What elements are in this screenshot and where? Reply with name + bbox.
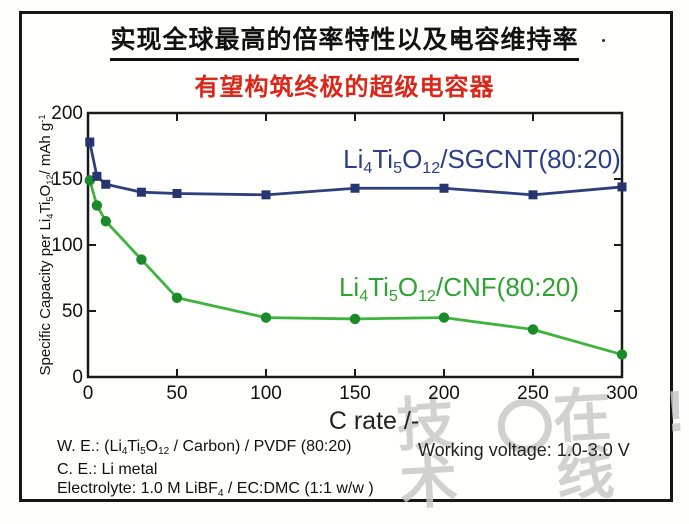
data-point-square: [350, 183, 360, 193]
x-tick-label: 50: [166, 383, 187, 404]
data-point-circle: [136, 254, 147, 265]
y-tick-label: 0: [72, 367, 83, 388]
data-point-circle: [100, 216, 112, 227]
cell-conditions-block: W. E.: (Li4Ti5O12 / Carbon) / PVDF (80:2…: [57, 438, 374, 503]
x-tick-label: 200: [428, 383, 460, 404]
x-tick-label: 300: [606, 383, 638, 404]
data-point-circle: [616, 349, 628, 360]
electrolyte-line: Electrolyte: 1.0 M LiBF4 / EC:DMC (1:1 w…: [57, 479, 374, 499]
data-point-square: [172, 189, 182, 199]
working-electrode-line: W. E.: (Li4Ti5O12 / Carbon) / PVDF (80:2…: [57, 438, 352, 457]
title-line2: 有望构筑终极的超级电容器: [194, 74, 495, 101]
y-tick-label: 150: [51, 169, 83, 190]
scan-artifact-dot: [455, 37, 459, 41]
series-label-sgcnt: Li4Ti5O12/SGCNT(80:20): [343, 144, 621, 177]
data-point-square: [617, 182, 627, 192]
x-axis-label: C rate /-: [328, 407, 420, 435]
data-point-square: [136, 187, 146, 197]
data-point-square: [439, 183, 449, 193]
data-point-square: [261, 190, 271, 200]
slide-border-frame: [19, 11, 673, 502]
data-point-circle: [171, 292, 183, 303]
x-tick-label: 0: [83, 383, 94, 404]
data-point-circle: [91, 200, 103, 211]
data-point-circle: [527, 324, 539, 335]
data-point-circle: [349, 313, 361, 325]
slide-header: 实现全球最高的倍率特性以及电容维持率 有望构筑终极的超级电容器: [0, 20, 689, 102]
x-tick-label: 100: [250, 383, 282, 404]
data-point-circle: [84, 175, 95, 186]
data-point-circle: [260, 312, 272, 323]
series-line-cnf: [88, 179, 623, 356]
data-point-square: [101, 179, 111, 189]
data-point-square: [85, 137, 95, 147]
working-voltage-note: Working voltage: 1.0-3.0 V: [418, 440, 630, 460]
y-tick-label: 200: [51, 103, 83, 124]
counter-electrode-line: C. E.: Li metal: [57, 461, 158, 479]
x-tick-label: 250: [517, 383, 549, 404]
y-tick-label: 50: [62, 301, 83, 322]
scan-artifact-dot: [602, 39, 605, 42]
series-label-cnf: Li4Ti5O12/CNF(80:20): [338, 272, 580, 305]
data-point-square: [92, 171, 102, 181]
title-line1: 实现全球最高的倍率特性以及电容维持率: [110, 20, 579, 61]
data-point-circle: [438, 312, 450, 323]
data-point-square: [528, 190, 538, 200]
x-tick-label: 150: [339, 383, 371, 404]
y-axis-label: Specific Capacity per Li4Ti5O12/ mAh g-1: [37, 114, 55, 376]
y-tick-label: 100: [51, 235, 83, 256]
